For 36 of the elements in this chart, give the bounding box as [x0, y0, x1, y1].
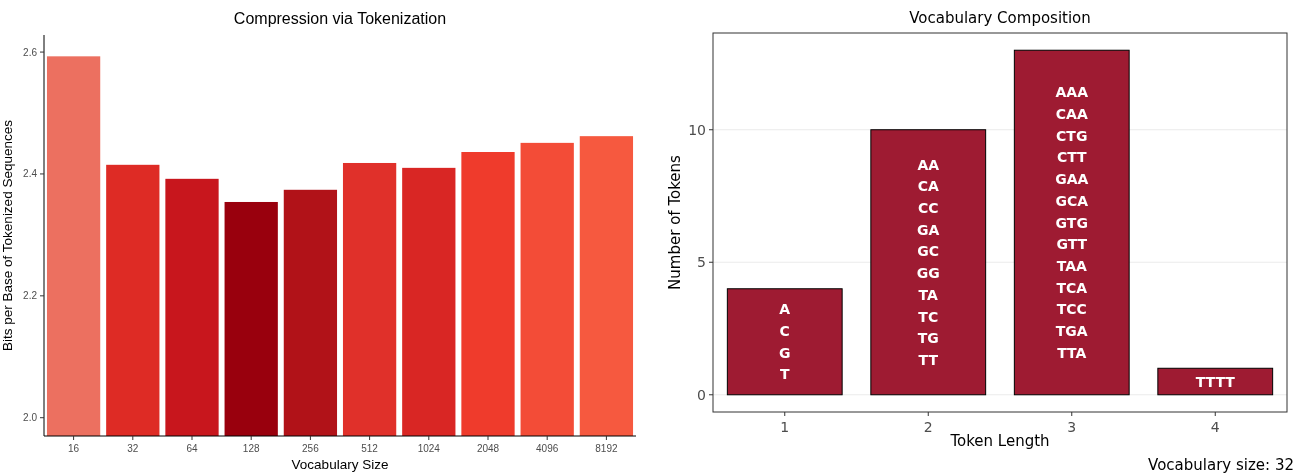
- x-tick-label: 16: [68, 443, 80, 454]
- x-axis-title: Vocabulary Size: [291, 457, 389, 473]
- text: AA CA CC GA GC GG TA TC TG TT: [916, 156, 940, 368]
- x-axis-title: Token Length: [949, 432, 1050, 450]
- y-axis-title: Number of Tokens: [666, 154, 684, 290]
- x-tick-label: 1: [780, 419, 790, 435]
- chart-title: Vocabulary Composition: [909, 9, 1091, 27]
- data-label: TTTT: [1195, 373, 1236, 390]
- data-label: A C G T: [779, 301, 791, 383]
- y-tick-label: 2.2: [23, 290, 38, 302]
- text: AAA CAA CTG CTT GAA GCA GTG GTT TAA TCA TCC TGA TTA: [1055, 84, 1089, 361]
- y-axis-title: Bits per Base of Tokenized Sequences: [0, 119, 15, 351]
- x-tick-label: 128: [242, 443, 260, 454]
- y-tick-label: 2.4: [23, 168, 38, 180]
- bar: [1013, 49, 1130, 396]
- x-tick-label: 4: [1210, 419, 1220, 435]
- x-tick-label: 2: [923, 419, 933, 435]
- y-tick-label: 2.6: [23, 46, 38, 58]
- x-tick-label: 64: [186, 443, 198, 454]
- y-tick-label: 10: [688, 121, 706, 138]
- x-tick-label: 3: [1067, 419, 1077, 435]
- text: Vocabulary size: 32: [1148, 456, 1294, 474]
- bar: [1157, 367, 1274, 396]
- x-tick-label: 1024: [417, 443, 441, 454]
- x-tick-label: 4096: [536, 443, 559, 454]
- y-tick-label: 2.0: [23, 412, 38, 424]
- y-tick-label: 0: [697, 386, 706, 403]
- x-tick-label: 32: [127, 443, 139, 454]
- bar: [726, 288, 843, 396]
- x-tick-label: 512: [361, 443, 379, 454]
- y-tick-label: 5: [697, 254, 706, 271]
- chart-title: Compression via Tokenization: [233, 10, 447, 27]
- x-tick-label: 2048: [476, 443, 500, 454]
- x-tick-label: 8192: [595, 443, 618, 454]
- bar: [870, 129, 987, 396]
- x-tick-label: 256: [302, 443, 320, 454]
